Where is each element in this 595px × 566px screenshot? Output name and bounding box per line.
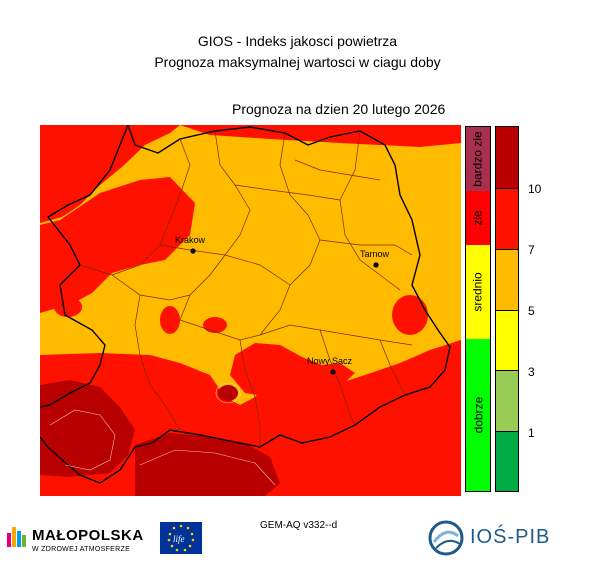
city-label: Tarnow: [360, 249, 390, 259]
legend-label-bardzo-zle: bardzo zle: [471, 131, 485, 187]
scale-bin: [496, 432, 518, 491]
city-nowy-sacz: Nowy Sacz: [307, 356, 353, 375]
scale-tick-label: 5: [528, 304, 535, 318]
scale-tick-label: 10: [528, 182, 542, 196]
city-tarnow: Tarnow: [360, 249, 390, 268]
region-red-west-spot: [54, 297, 82, 317]
scale-tick-label: 7: [528, 243, 535, 257]
malopolska-mark-icon: [7, 527, 26, 547]
scale-tick-label: 1: [528, 426, 535, 440]
scale-bin: [496, 189, 518, 250]
index-color-scale: [495, 126, 519, 492]
legend-label-zle: zle: [471, 210, 485, 226]
city-label: Krakow: [175, 235, 206, 245]
voivodeship-border: [40, 125, 451, 484]
legend-segment-srednio: [466, 245, 490, 339]
air-quality-map: Krakow Tarnow Nowy Sacz: [40, 125, 461, 496]
legend-segment-bardzo-zle: [466, 127, 490, 191]
scale-bin: [496, 311, 518, 371]
region-darkred-spot: [218, 385, 238, 401]
region-red-west: [40, 177, 195, 313]
legend-segment-dobrze: [466, 339, 490, 491]
scale-tick-label: 3: [528, 365, 535, 379]
ios-pib-mark-icon: [428, 520, 464, 556]
city-marker: [330, 369, 336, 375]
region-red-northwest: [40, 125, 180, 223]
map-subtitle: Prognoza maksymalnej wartosci w ciagu do…: [154, 54, 441, 70]
city-label: Nowy Sacz: [307, 356, 353, 366]
region-darkred-south: [135, 433, 280, 496]
malopolska-name: MAŁOPOLSKA: [32, 527, 144, 544]
city-marker: [190, 248, 196, 254]
city-krakow: Krakow: [175, 235, 206, 254]
eu-life-logo: life: [160, 522, 202, 554]
legend-segment-zle: [466, 191, 490, 245]
legend-label-srednio: srednio: [471, 272, 486, 312]
county-borders: [79, 130, 413, 447]
map-title: GIOS - Indeks jakosci powietrza: [197, 33, 398, 49]
region-red-north: [180, 125, 461, 147]
region-red-spot-center: [203, 317, 227, 333]
ios-pib-logo: IOŚ-PIB: [426, 518, 566, 558]
scale-bin: [496, 371, 518, 432]
category-legend: bardzo zle zle srednio dobrze: [465, 126, 491, 492]
city-marker: [373, 262, 379, 268]
scale-bin: [496, 127, 518, 189]
region-red-spot-north: [160, 306, 180, 334]
ios-pib-name: IOŚ-PIB: [470, 526, 551, 548]
legend-label-dobrze: dobrze: [471, 396, 486, 434]
life-text: life: [173, 534, 185, 544]
contour-lines: [49, 382, 276, 486]
eu-stars-icon: life: [167, 524, 195, 552]
model-version: GEM-AQ v332--d: [260, 520, 338, 531]
malopolska-logo: MAŁOPOLSKA W ZDROWEJ ATMOSFERZE: [6, 522, 156, 558]
forecast-date-label: Prognoza na dzien 20 lutego 2026: [232, 101, 446, 117]
region-red-east: [392, 295, 428, 335]
malopolska-tagline: W ZDROWEJ ATMOSFERZE: [32, 546, 131, 553]
scale-bin: [496, 250, 518, 311]
region-red-nowy-sacz: [230, 343, 355, 397]
voivodeship-border-west: [40, 125, 129, 408]
